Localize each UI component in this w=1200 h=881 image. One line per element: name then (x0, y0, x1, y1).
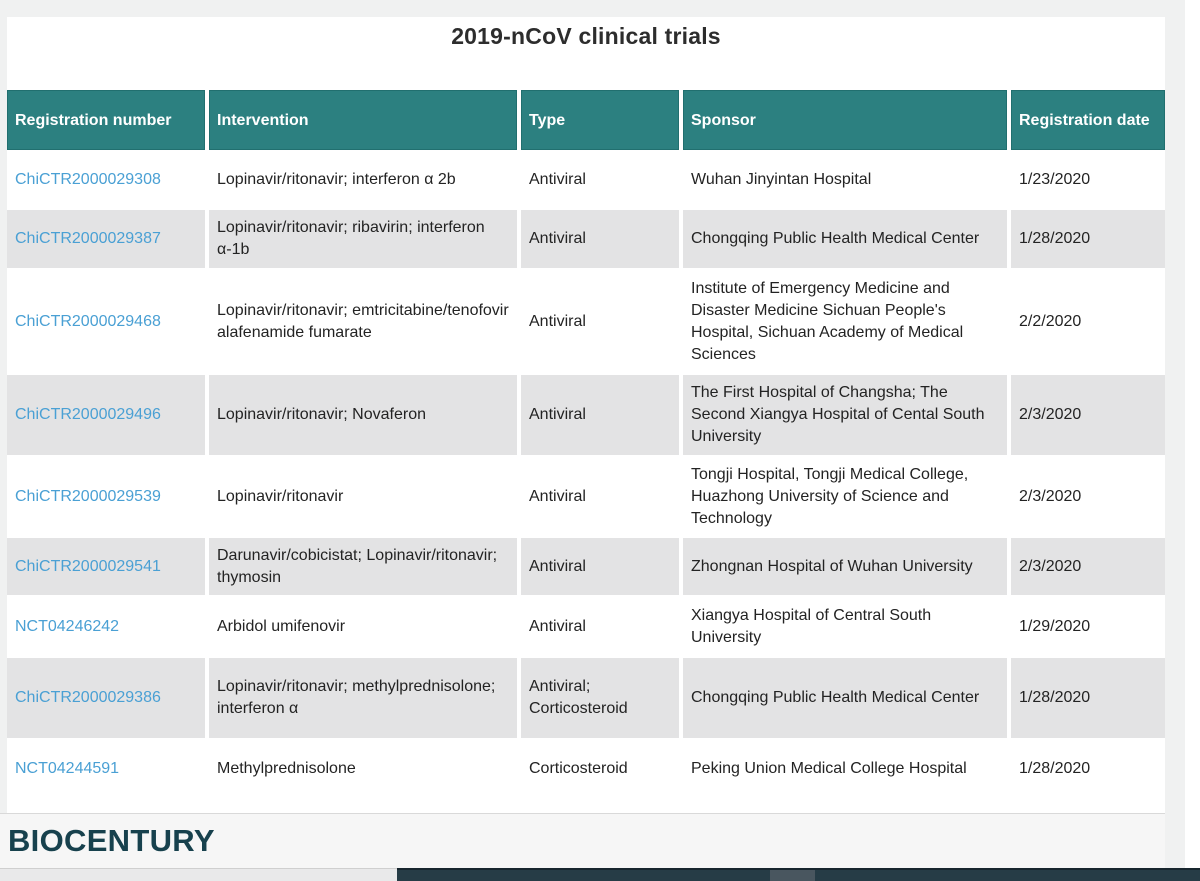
registration-date-cell: 1/28/2020 (1011, 658, 1165, 738)
sponsor-cell: Chongqing Public Health Medical Center (683, 210, 1007, 268)
registration-date-cell: 2/3/2020 (1011, 375, 1165, 455)
intervention-cell: Arbidol umifenovir (217, 617, 346, 635)
sponsor-cell: The First Hospital of Changsha; The Seco… (683, 375, 1007, 455)
type-cell: Antiviral (521, 375, 679, 455)
intervention-cell: Lopinavir/ritonavir; interferon α 2b (217, 171, 456, 188)
footer: BIOCENTURY (0, 813, 1165, 868)
sponsor-cell: Wuhan Jinyintan Hospital (691, 171, 872, 188)
column-header-registration-date: Registration date (1011, 90, 1165, 150)
horizontal-scrollbar (0, 868, 1200, 881)
top-margin (0, 0, 1185, 17)
registration-number-cell: NCT04246242 (7, 595, 205, 658)
clinical-trials-table: Registration number Intervention Type Spons… (7, 90, 1165, 800)
type-cell: Antiviral (529, 487, 586, 505)
intervention-cell: Darunavir/cobicistat; Lopinavir/ritonavi… (209, 538, 517, 595)
registration-number-link[interactable]: ChiCTR2000029386 (15, 689, 161, 706)
registration-number-link[interactable]: ChiCTR2000029496 (15, 406, 161, 423)
article-page: 2019-nCoV clinical trials Registration n… (7, 17, 1165, 813)
registration-number-cell: NCT04244591 (7, 738, 205, 800)
registration-date-cell: 2/3/2020 (1019, 487, 1082, 505)
intervention-cell: Lopinavir/ritonavir; ribavirin; interfer… (209, 210, 517, 268)
intervention-cell: Lopinavir/ritonavir; Novaferon (209, 375, 517, 455)
column-header-type: Type (521, 90, 679, 150)
type-cell: Antiviral (521, 538, 679, 595)
scrollbar-track-dark[interactable] (397, 868, 1200, 881)
registration-number-link[interactable]: ChiCTR2000029387 (15, 230, 161, 247)
type-cell: Corticosteroid (529, 760, 628, 777)
scrollbar-thumb[interactable] (770, 870, 815, 881)
type-cell: Antiviral (529, 617, 586, 635)
registration-number-cell: ChiCTR2000029468 (7, 268, 205, 375)
registration-number-cell: ChiCTR2000029308 (7, 150, 205, 210)
column-header-sponsor: Sponsor (683, 90, 1007, 150)
registration-number-cell: ChiCTR2000029539 (7, 455, 205, 538)
sponsor-cell: Institute of Emergency Medicine and Disa… (691, 279, 964, 363)
registration-number-link[interactable]: ChiCTR2000029308 (15, 171, 161, 188)
registration-number-link[interactable]: ChiCTR2000029468 (15, 312, 161, 330)
registration-number-link[interactable]: ChiCTR2000029539 (15, 487, 161, 505)
registration-number-cell: ChiCTR2000029541 (7, 538, 205, 595)
column-header-registration-number: Registration number (7, 90, 205, 150)
registration-date-cell: 2/3/2020 (1011, 538, 1165, 595)
scrollbar-track-light[interactable] (0, 868, 397, 881)
sponsor-cell: Xiangya Hospital of Central South Univer… (691, 606, 932, 646)
biocentury-logo: BIOCENTURY (8, 823, 215, 858)
registration-date-cell: 1/23/2020 (1019, 171, 1091, 188)
type-cell: Antiviral; Corticosteroid (521, 658, 679, 738)
sponsor-cell: Zhongnan Hospital of Wuhan University (683, 538, 1007, 595)
intervention-cell: Lopinavir/ritonavir (217, 487, 344, 505)
type-cell: Antiviral (521, 210, 679, 268)
sponsor-cell: Tongji Hospital, Tongji Medical College,… (691, 465, 969, 527)
registration-date-cell: 2/2/2020 (1019, 312, 1082, 330)
intervention-cell: Methylprednisolone (217, 760, 356, 777)
intervention-cell: Lopinavir/ritonavir; emtricitabine/tenof… (217, 301, 509, 341)
registration-date-cell: 1/28/2020 (1011, 210, 1165, 268)
page-title: 2019-nCoV clinical trials (451, 23, 721, 49)
type-cell: Antiviral (529, 312, 586, 330)
intervention-cell: Lopinavir/ritonavir; methylprednisolone;… (209, 658, 517, 738)
sponsor-cell: Chongqing Public Health Medical Center (683, 658, 1007, 738)
left-margin (0, 17, 7, 813)
column-header-intervention: Intervention (209, 90, 517, 150)
registration-date-cell: 1/28/2020 (1019, 760, 1091, 777)
registration-number-link[interactable]: ChiCTR2000029541 (15, 557, 161, 575)
sponsor-cell: Peking Union Medical College Hospital (691, 760, 967, 777)
registration-number-link[interactable]: NCT04244591 (15, 760, 120, 777)
registration-number-link[interactable]: NCT04246242 (15, 617, 120, 635)
registration-number-cell: ChiCTR2000029386 (7, 658, 205, 738)
registration-number-cell: ChiCTR2000029387 (7, 210, 205, 268)
right-margin (1165, 17, 1185, 868)
registration-number-cell: ChiCTR2000029496 (7, 375, 205, 455)
registration-date-cell: 1/29/2020 (1019, 617, 1091, 635)
type-cell: Antiviral (529, 171, 586, 188)
